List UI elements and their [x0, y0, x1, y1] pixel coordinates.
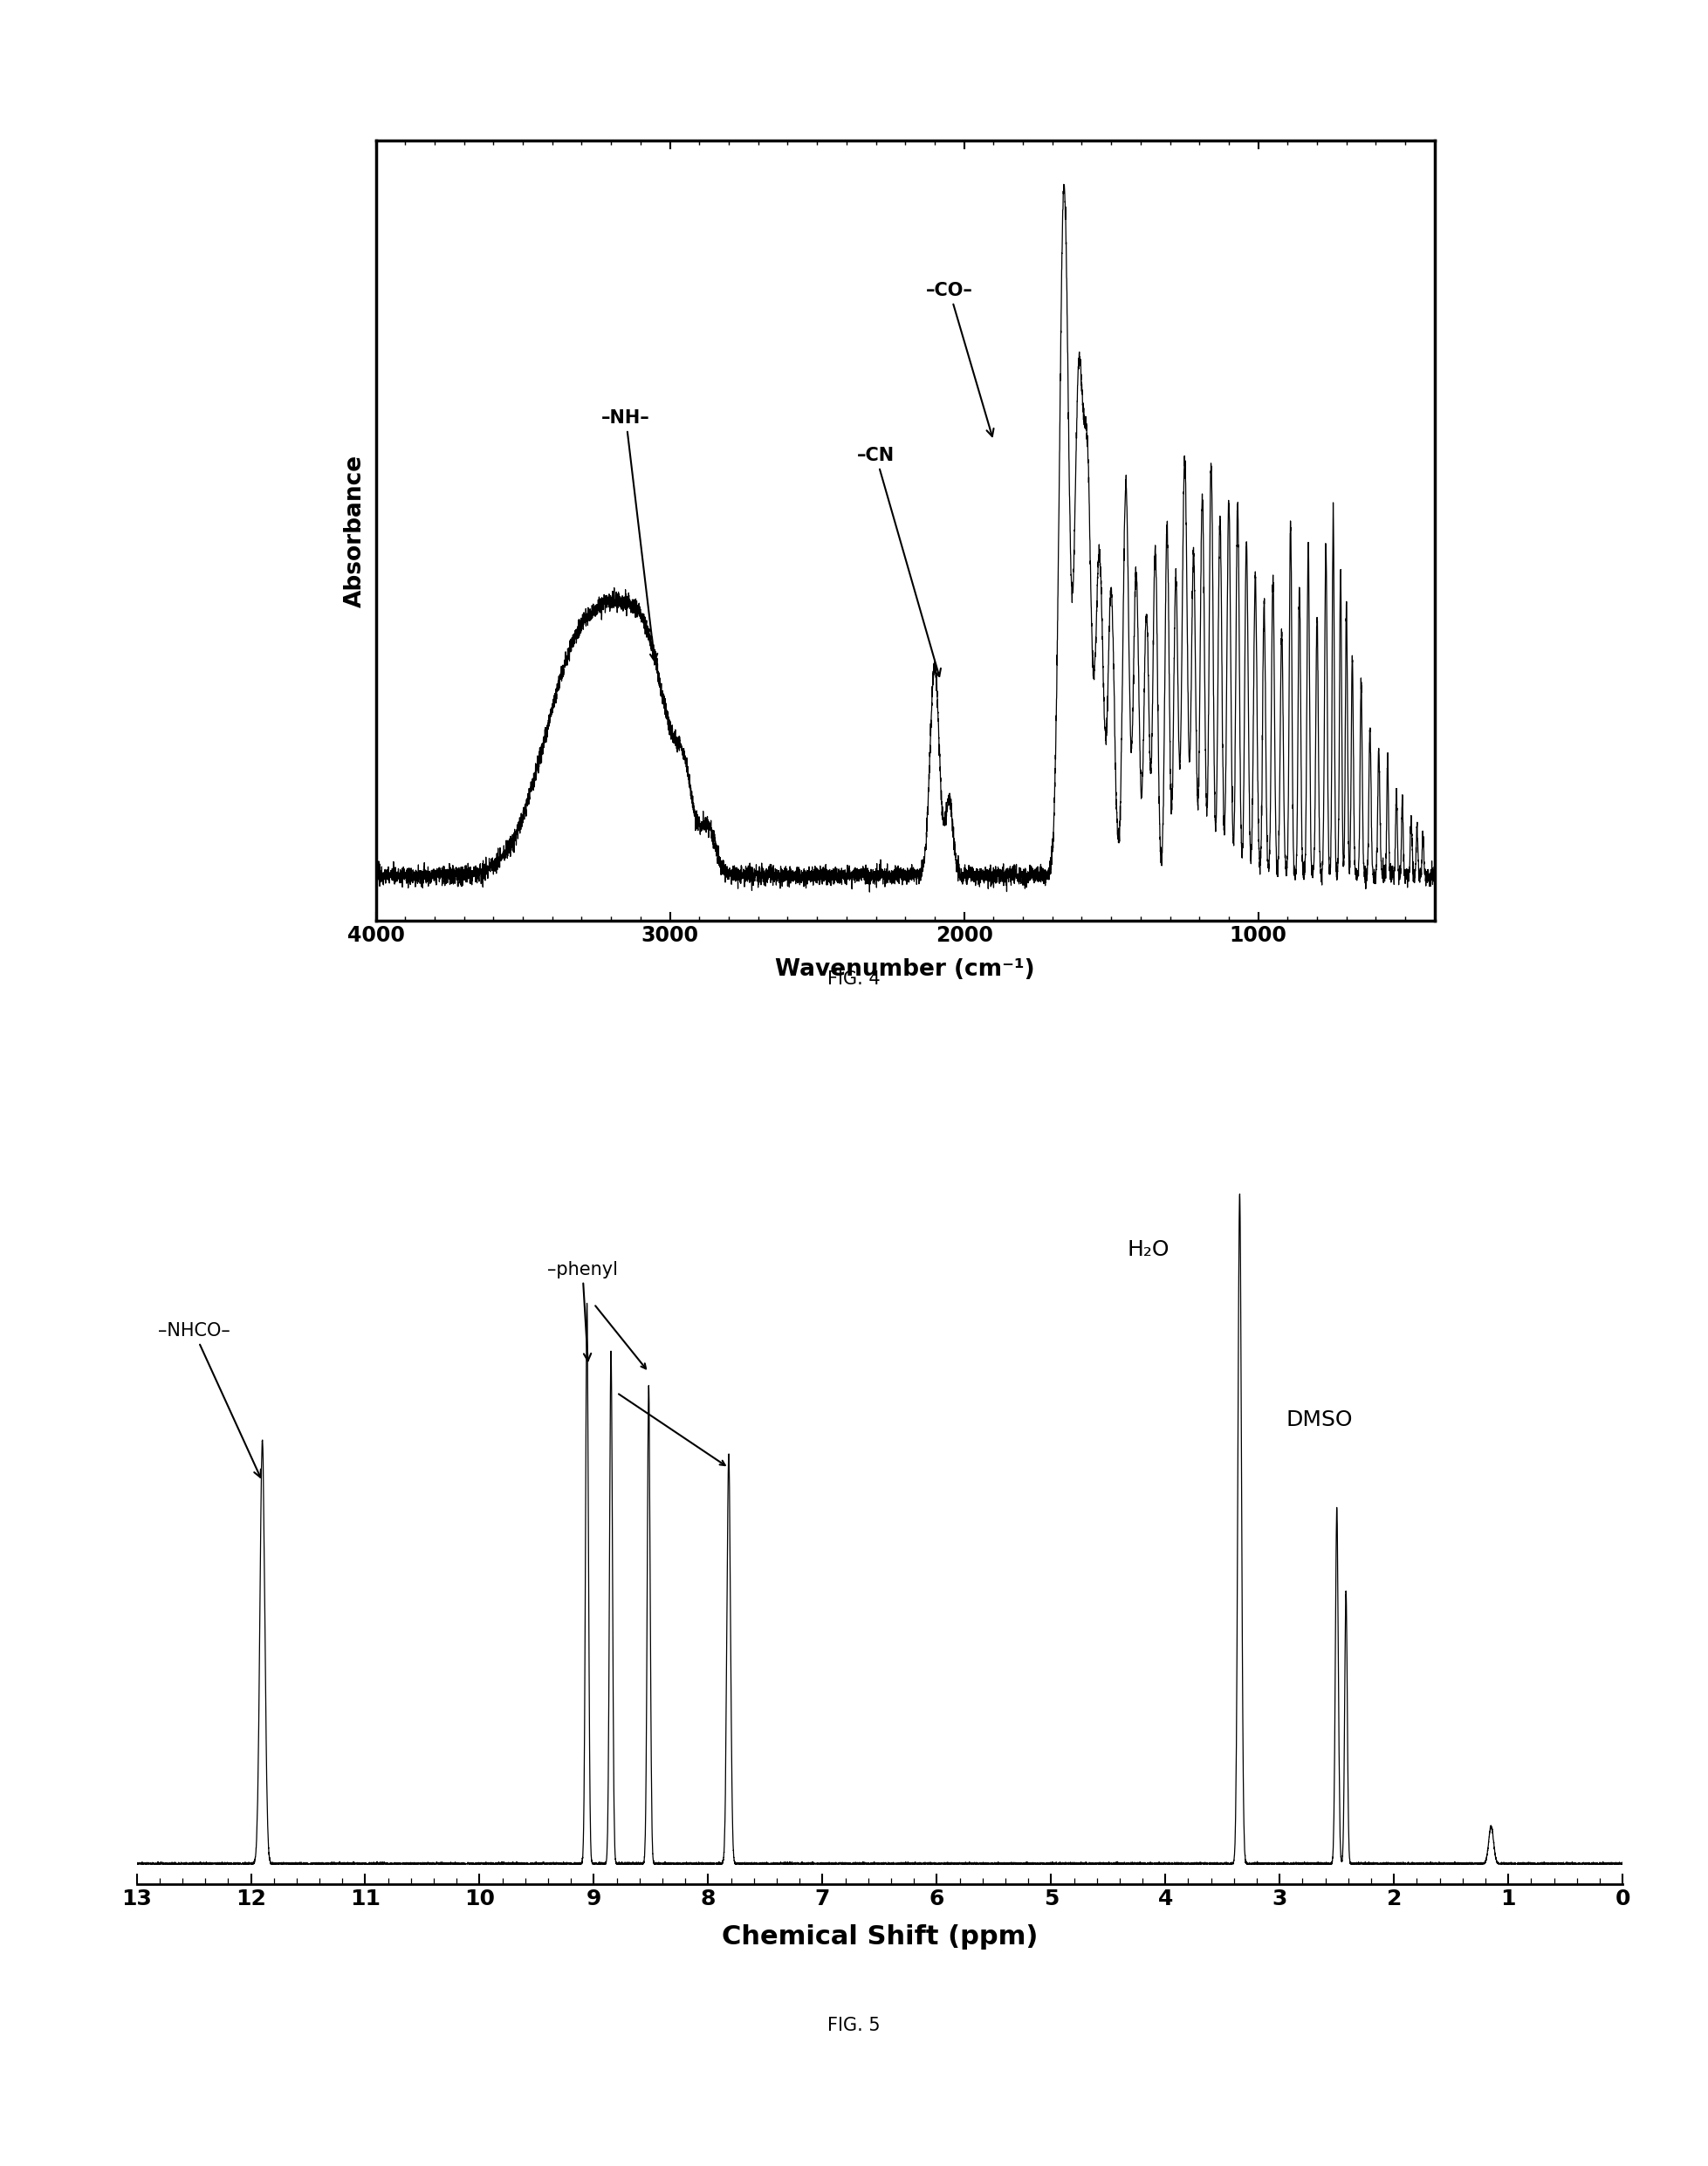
Text: –CN: –CN [857, 446, 941, 676]
Y-axis label: Absorbance: Absorbance [343, 455, 366, 606]
X-axis label: Chemical Shift (ppm): Chemical Shift (ppm) [721, 1923, 1038, 1949]
Text: –NH–: –NH– [601, 409, 658, 661]
Text: –phenyl: –phenyl [547, 1261, 618, 1360]
Text: FIG. 4: FIG. 4 [828, 970, 880, 988]
X-axis label: Wavenumber (cm⁻¹): Wavenumber (cm⁻¹) [775, 957, 1035, 981]
Text: H₂O: H₂O [1127, 1239, 1170, 1261]
Text: FIG. 5: FIG. 5 [828, 2017, 880, 2034]
Text: –NHCO–: –NHCO– [157, 1323, 261, 1477]
Text: DMSO: DMSO [1286, 1410, 1353, 1430]
Text: –CO–: –CO– [926, 282, 994, 435]
